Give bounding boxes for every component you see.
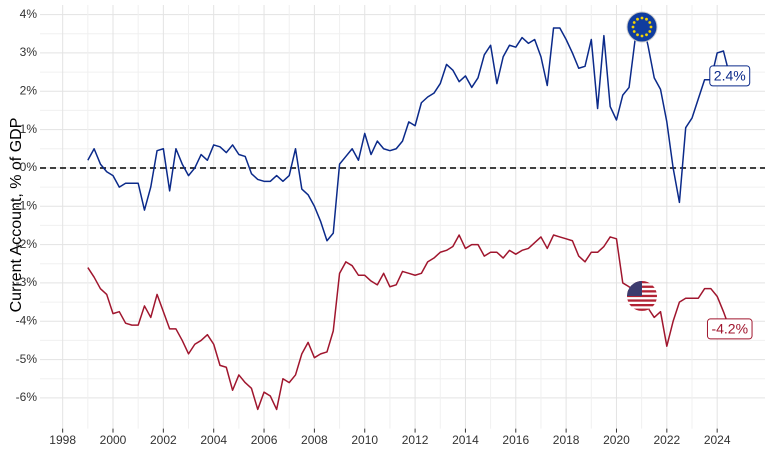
end-label-text: 2.4% — [714, 68, 746, 84]
series-line — [87, 17, 731, 242]
x-tick-label: 2004 — [200, 433, 227, 447]
x-tick-label: 2006 — [251, 433, 278, 447]
y-tick-label: 4% — [20, 7, 38, 21]
series-line — [87, 234, 731, 411]
x-tick-label: 2008 — [301, 433, 328, 447]
x-tick-label: 2024 — [704, 433, 731, 447]
y-tick-label: -2% — [16, 237, 38, 251]
y-tick-label: -6% — [16, 390, 38, 404]
y-tick-label: -3% — [16, 275, 38, 289]
y-tick-label: -5% — [16, 352, 38, 366]
grid — [40, 5, 765, 433]
x-tick-label: 2022 — [653, 433, 680, 447]
marks — [87, 17, 731, 411]
x-tick-label: 1998 — [49, 433, 76, 447]
y-tick-label: 0% — [20, 160, 38, 174]
x-tick-label: 2014 — [452, 433, 479, 447]
x-tick-label: 2010 — [351, 433, 378, 447]
x-tick-label: 2016 — [502, 433, 529, 447]
end-label-text: -4.2% — [711, 321, 748, 337]
end-label: 2.4% — [709, 65, 751, 87]
us-flag — [627, 281, 657, 311]
end-label: -4.2% — [706, 318, 753, 340]
x-tick-label: 2020 — [603, 433, 630, 447]
x-tick-label: 2018 — [553, 433, 580, 447]
eu-flag — [626, 11, 658, 43]
y-tick-label: 1% — [20, 122, 38, 136]
y-tick-label: 2% — [20, 83, 38, 97]
y-tick-label: -4% — [16, 313, 38, 327]
x-tick-label: 2002 — [150, 433, 177, 447]
end-label-box — [709, 65, 751, 87]
y-axis-label: Current Account, % of GDP — [8, 118, 25, 313]
y-tick-label: -1% — [16, 198, 38, 212]
y-tick-label: 3% — [20, 45, 38, 59]
x-tick-label: 2000 — [100, 433, 127, 447]
end-label-box — [706, 318, 753, 340]
x-tick-label: 2012 — [402, 433, 429, 447]
